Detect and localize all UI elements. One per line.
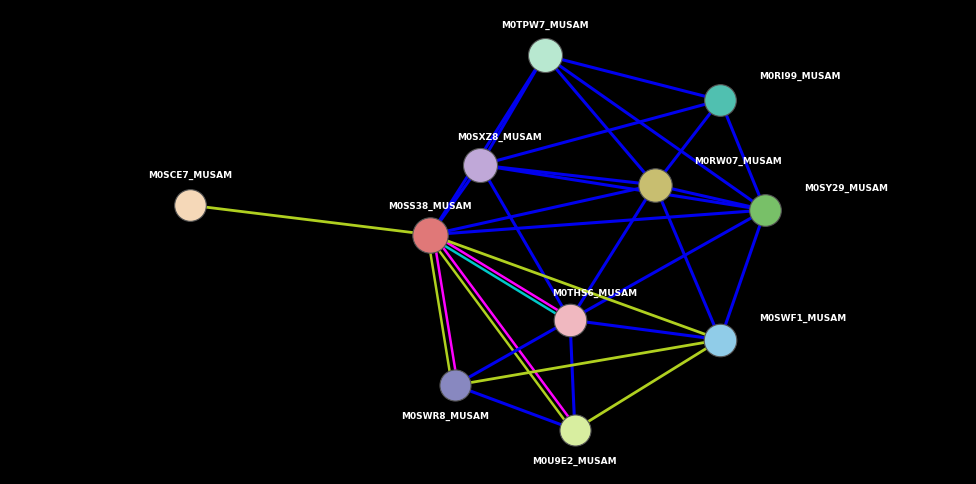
Text: M0SS38_MUSAM: M0SS38_MUSAM xyxy=(388,201,472,211)
Point xyxy=(183,201,198,209)
Point xyxy=(447,381,463,389)
Text: M0SWR8_MUSAM: M0SWR8_MUSAM xyxy=(401,412,489,421)
Text: M0RW07_MUSAM: M0RW07_MUSAM xyxy=(694,157,782,166)
Point xyxy=(712,336,728,344)
Text: M0TPW7_MUSAM: M0TPW7_MUSAM xyxy=(501,21,589,30)
Text: M0THS6_MUSAM: M0THS6_MUSAM xyxy=(551,289,637,298)
Point xyxy=(712,96,728,104)
Point xyxy=(472,161,488,169)
Text: M0SWF1_MUSAM: M0SWF1_MUSAM xyxy=(759,314,846,323)
Point xyxy=(562,316,578,324)
Text: M0U9E2_MUSAM: M0U9E2_MUSAM xyxy=(533,456,617,466)
Point xyxy=(647,181,663,189)
Point xyxy=(757,206,773,214)
Point xyxy=(567,426,583,434)
Text: M0SY29_MUSAM: M0SY29_MUSAM xyxy=(804,184,888,193)
Text: M0RI99_MUSAM: M0RI99_MUSAM xyxy=(759,72,841,81)
Point xyxy=(423,231,438,239)
Text: M0SXZ8_MUSAM: M0SXZ8_MUSAM xyxy=(458,133,542,142)
Text: M0SCE7_MUSAM: M0SCE7_MUSAM xyxy=(148,171,232,180)
Point xyxy=(537,51,552,59)
